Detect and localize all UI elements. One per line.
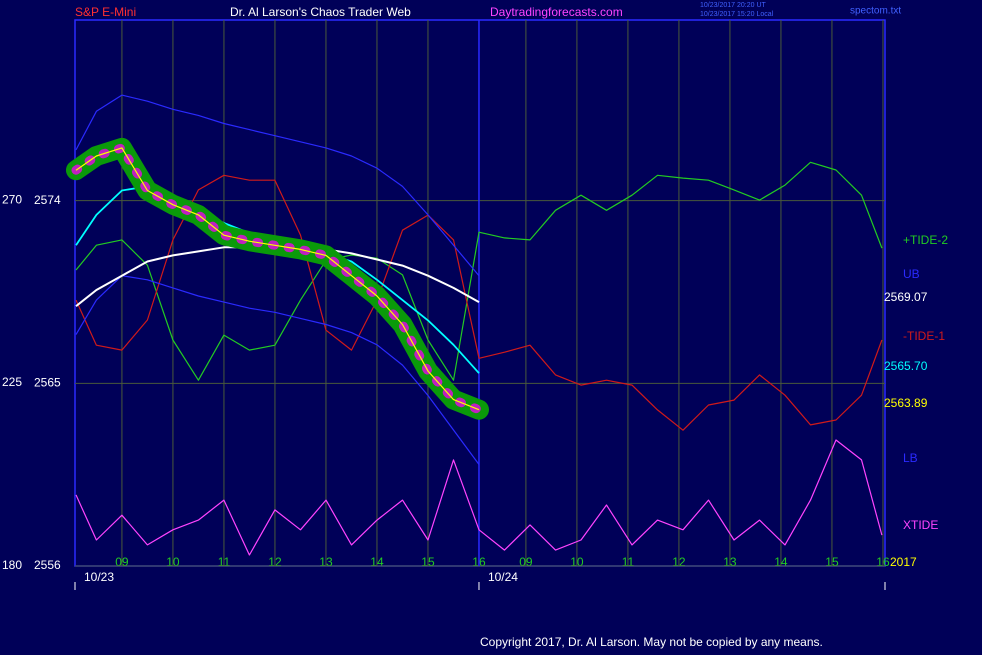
y-tick-label: 2556 [34, 558, 61, 572]
plot-frame [74, 19, 886, 567]
x-tick-label: 14 [774, 555, 788, 569]
series-label: +TIDE-2 [903, 233, 948, 247]
x-tick-label: 10 [166, 555, 180, 569]
series-line [75, 161, 883, 381]
x-tick-label: 09 [115, 555, 129, 569]
x-tick-label: 13 [319, 555, 333, 569]
chart-title: Dr. Al Larson's Chaos Trader Web [230, 5, 411, 19]
series-label: -TIDE-1 [903, 329, 945, 343]
y-tick-label: 2574 [34, 193, 61, 207]
x-tick-label: 15 [825, 555, 839, 569]
timestamp: 10/23/2017 20:20 UT [700, 2, 766, 9]
x-tick-label: 12 [268, 555, 282, 569]
annotation: 2017 [890, 555, 917, 569]
series-line [75, 147, 480, 411]
x-tick-label: 09 [519, 555, 533, 569]
copyright: Copyright 2017, Dr. Al Larson. May not b… [480, 635, 823, 649]
series-line [75, 439, 883, 556]
date-label: 10/24 [488, 570, 518, 584]
date-label: 10/23 [84, 570, 114, 584]
annotation: 2563.89 [884, 396, 928, 410]
y2-tick-label: 270 [2, 192, 22, 206]
x-tick-label: 15 [421, 555, 435, 569]
x-tick-label: 11 [218, 555, 231, 569]
series-line [75, 94, 480, 277]
y2-tick-label: 225 [2, 375, 22, 389]
site-name: Daytradingforecasts.com [490, 5, 623, 19]
timestamp: 10/23/2017 15:20 Local [700, 11, 774, 18]
series-line [75, 246, 480, 307]
series-label: UB [903, 267, 920, 281]
y2-tick-label: 180 [2, 558, 22, 572]
annotation: 2569.07 [884, 290, 928, 304]
file-name: spectom.txt [850, 6, 901, 17]
series-line [75, 174, 883, 431]
y-tick-label: 2565 [34, 375, 61, 389]
annotation: 2565.70 [884, 359, 928, 373]
x-tick-label: 14 [370, 555, 384, 569]
x-tick-label: 16 [876, 555, 890, 569]
x-tick-label: 11 [622, 555, 635, 569]
x-tick-label: 13 [723, 555, 737, 569]
x-tick-label: 12 [672, 555, 686, 569]
series-label: XTIDE [903, 518, 938, 532]
series-label: LB [903, 451, 918, 465]
x-tick-label: 10 [570, 555, 584, 569]
chart-subtitle: S&P E-Mini [75, 5, 136, 19]
series-line [75, 275, 480, 465]
